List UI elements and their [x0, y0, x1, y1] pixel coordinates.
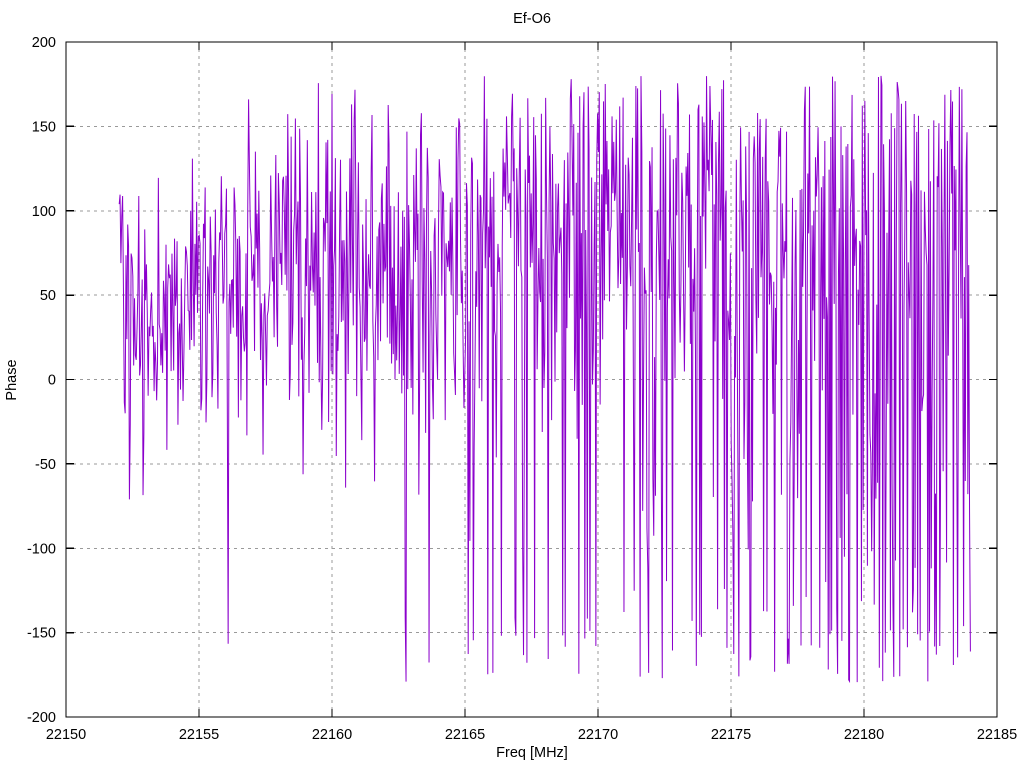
- data-series-line: [118, 75, 971, 684]
- x-tick-label: 22170: [578, 727, 618, 743]
- x-tick-label: 22155: [179, 727, 219, 743]
- x-tick-labels: 22150 22155 22160 22165 22170 22175 22180 22185: [46, 727, 1017, 743]
- y-axis-title: Phase: [4, 359, 20, 400]
- y-tick-label: 100: [32, 204, 56, 220]
- x-axis-title: Freq [MHz]: [496, 745, 568, 761]
- y-tick-label: 150: [32, 119, 56, 135]
- x-tick-label: 22175: [711, 727, 751, 743]
- y-tick-label: 50: [40, 288, 56, 304]
- data-series-group: [118, 75, 971, 684]
- y-tick-label: -200: [27, 710, 56, 726]
- x-tick-label: 22165: [445, 727, 485, 743]
- y-tick-label: -150: [27, 626, 56, 642]
- plot-title: Ef-O6: [513, 11, 551, 27]
- x-tick-label: 22160: [312, 727, 352, 743]
- y-tick-labels: -200 -150 -100 -50 0 50 100 150 200: [27, 35, 56, 726]
- x-tick-label: 22185: [977, 727, 1017, 743]
- axis-ticks: [65, 41, 998, 718]
- y-tick-label: -50: [35, 457, 56, 473]
- y-tick-label: 200: [32, 35, 56, 51]
- y-tick-label: 0: [48, 373, 56, 389]
- x-tick-label: 22150: [46, 727, 86, 743]
- x-tick-label: 22180: [844, 727, 884, 743]
- y-tick-label: -100: [27, 541, 56, 557]
